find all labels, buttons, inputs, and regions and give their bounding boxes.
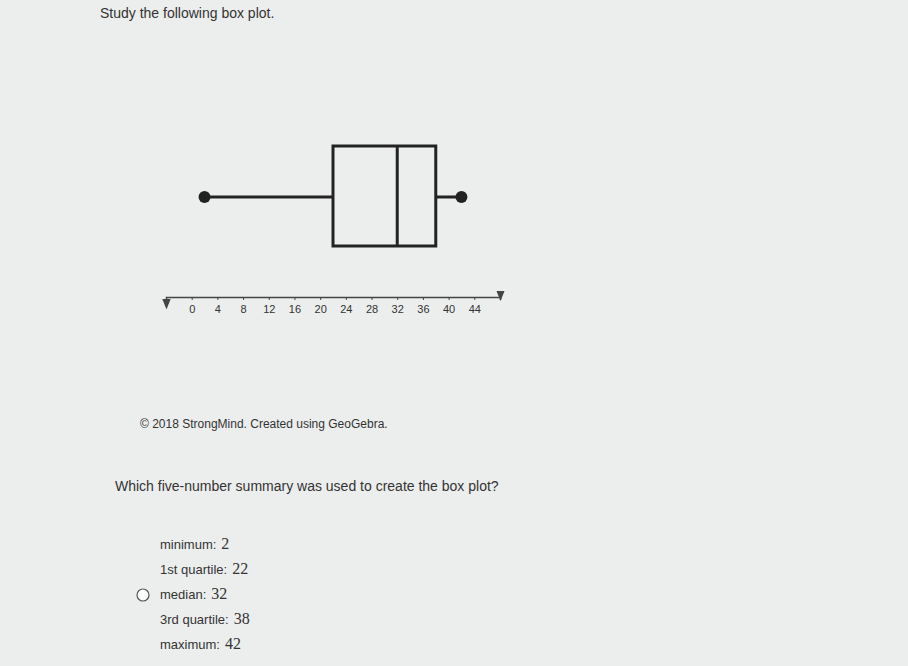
tick-label: 4 xyxy=(215,303,221,315)
min-point xyxy=(199,191,211,203)
tick-mark xyxy=(346,297,347,300)
tick-mark xyxy=(217,297,218,300)
option-value: 2 xyxy=(221,535,229,552)
option-value: 22 xyxy=(232,560,248,577)
option-label: maximum: xyxy=(160,637,220,652)
answer-option[interactable]: minimum: 2 1st quartile: 22 median: 32 3rd qua… xyxy=(137,535,250,652)
tick-mark xyxy=(320,297,321,300)
tick-label: 16 xyxy=(289,303,301,315)
tick-label: 20 xyxy=(315,303,327,315)
option-label: 3rd quartile: xyxy=(160,612,229,627)
option-line: 3rd quartile: 38 xyxy=(160,610,250,627)
tick-label: 8 xyxy=(241,303,247,315)
tick: 24 xyxy=(340,297,352,315)
tick-mark xyxy=(269,297,270,300)
tick-label: 36 xyxy=(417,303,429,315)
tick-label: 12 xyxy=(263,303,275,315)
option-label: minimum: xyxy=(160,537,216,552)
x-axis: 0 4 8 12 16 20 24 28 32 36 40 44 xyxy=(167,297,501,315)
left-whisker xyxy=(205,196,333,199)
tick: 36 xyxy=(417,297,429,315)
tick-label: 40 xyxy=(443,303,455,315)
option-line: maximum: 42 xyxy=(160,635,241,652)
tick-label: 28 xyxy=(366,303,378,315)
tick-label: 32 xyxy=(392,303,404,315)
tick: 44 xyxy=(469,297,481,315)
tick: 8 xyxy=(241,297,247,315)
tick: 40 xyxy=(443,297,455,315)
axis-line xyxy=(167,298,501,301)
tick: 4 xyxy=(215,297,221,315)
tick-mark xyxy=(474,297,475,300)
tick-mark xyxy=(397,297,398,300)
tick: 20 xyxy=(315,297,327,315)
tick-mark xyxy=(423,297,424,300)
credit: © 2018 StrongMind. Created using GeoGebr… xyxy=(140,417,388,431)
median-line xyxy=(396,146,399,246)
option-line: median: 32 xyxy=(160,585,227,602)
question: Which five-number summary was used to cr… xyxy=(115,478,499,494)
option-label: 1st quartile: xyxy=(160,562,227,577)
tick-mark xyxy=(243,297,244,300)
option-value: 42 xyxy=(225,635,241,652)
tick-mark xyxy=(449,297,450,300)
instruction: Study the following box plot. xyxy=(100,5,274,21)
option-value: 32 xyxy=(211,585,227,602)
tick-label: 0 xyxy=(189,303,195,315)
tick: 28 xyxy=(366,297,378,315)
tick-mark xyxy=(372,297,373,300)
box xyxy=(333,146,436,246)
tick-label: 44 xyxy=(469,303,481,315)
radio-button[interactable] xyxy=(137,589,149,601)
page: Study the following box plot.04812162024… xyxy=(0,0,908,666)
box-plot xyxy=(199,146,468,246)
option-line: 1st quartile: 22 xyxy=(160,560,248,577)
option-line: minimum: 2 xyxy=(160,535,229,552)
tick-label: 24 xyxy=(340,303,352,315)
option-label: median: xyxy=(160,587,206,602)
tick: 32 xyxy=(392,297,404,315)
tick: 0 xyxy=(189,297,195,315)
max-point xyxy=(455,191,467,203)
tick-mark xyxy=(192,297,193,300)
tick: 12 xyxy=(263,297,275,315)
tick-mark xyxy=(294,297,295,300)
option-value: 38 xyxy=(234,610,250,627)
tick: 16 xyxy=(289,297,301,315)
